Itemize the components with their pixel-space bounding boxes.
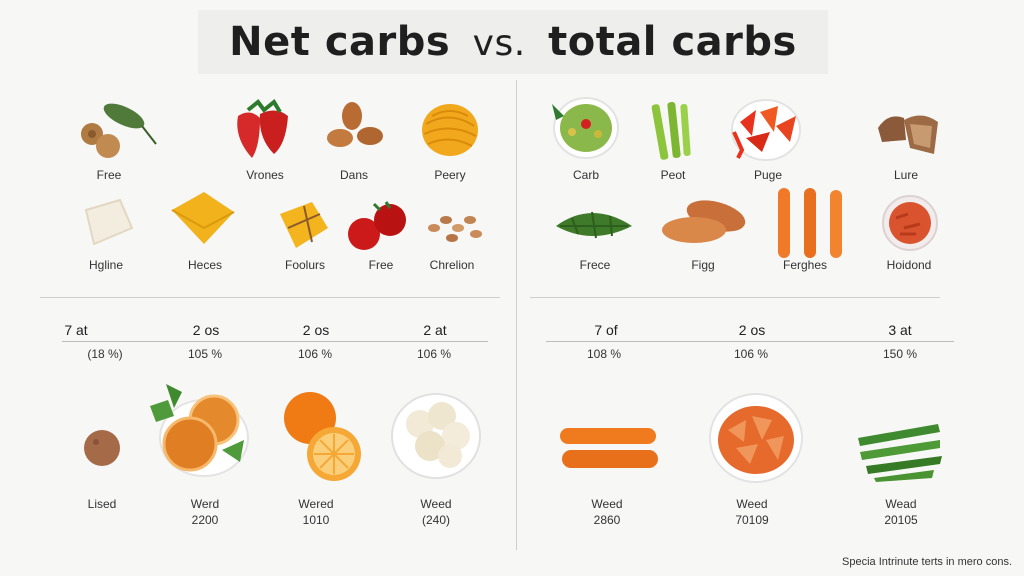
left-row1-label-4: Peery [434, 168, 466, 182]
right-percent-3: 150 % [882, 347, 918, 361]
nuts-mix-icon [428, 216, 482, 242]
left-section-divider [40, 297, 500, 298]
left-stat-3: 2 os [302, 322, 330, 338]
right-percent-2: 106 % [733, 347, 769, 361]
left-row2-label-4: Free [368, 258, 394, 272]
cheese-icon [171, 192, 235, 244]
left-row2-label-5: Chrelion [429, 258, 475, 272]
right-bottom-value-3: 20105 [884, 513, 918, 527]
right-row1-label-4: Lure [893, 168, 919, 182]
almonds-icon [327, 102, 383, 147]
left-bottom-label-2: Werd [190, 497, 220, 511]
right-row1-label-2: Peot [660, 168, 686, 182]
right-row2-label-2: Figg [691, 258, 715, 272]
peach-bowl-icon [709, 393, 803, 483]
green-beans-icon [858, 424, 942, 482]
right-stat-2: 2 os [738, 322, 766, 338]
left-stat-2: 2 os [192, 322, 220, 338]
right-row1-label-1: Carb [572, 168, 600, 182]
left-stats-underline [62, 341, 488, 342]
left-percent-4: 106 % [416, 347, 452, 361]
left-stat-4: 2 at [423, 322, 447, 338]
page-title: Net carbs vs. total carbs [229, 19, 797, 65]
orange-icon [284, 392, 361, 481]
noodles-icon [422, 104, 478, 156]
left-row1-label-3: Dans [339, 168, 369, 182]
cream-cheese-icon [84, 198, 134, 246]
tied-package-icon [280, 202, 328, 248]
left-percent-2: 105 % [187, 347, 223, 361]
left-percent-3: 106 % [297, 347, 333, 361]
left-bottom-value-3: 1010 [302, 513, 330, 527]
right-bottom-value-1: 2860 [593, 513, 621, 527]
salad-bowl-icon [552, 97, 619, 159]
right-row2-label-1: Frece [579, 258, 611, 272]
right-section-divider [530, 297, 940, 298]
tomatoes-icon [348, 201, 406, 250]
left-bottom-value-4: (240) [421, 513, 451, 527]
right-row2-label-4: Hoidond [886, 258, 932, 272]
right-percent-1: 108 % [586, 347, 622, 361]
peppers-bowl-icon [731, 99, 801, 161]
carrot-sticks-icon [778, 188, 842, 258]
walnut-cucumber-icon [81, 103, 157, 158]
right-stats-underline [546, 341, 954, 342]
sweet-potato-icon [662, 200, 746, 243]
left-row1-label-1: Free [96, 168, 122, 182]
right-row1-label-3: Puge [753, 168, 783, 182]
strawberry-icon [237, 99, 288, 158]
herbs-icon [556, 211, 632, 239]
left-stat-1: 7 at [64, 322, 88, 338]
left-bottom-label-3: Wered [298, 497, 334, 511]
right-row2-label-3: Ferghes [782, 258, 828, 272]
cauliflower-bowl-icon [391, 393, 481, 479]
coconut-icon [84, 430, 120, 466]
left-percent-1: (18 %) [87, 347, 123, 361]
left-bottom-label-4: Weed [420, 497, 452, 511]
footnote: Specia Intrinute terts in mero cons. [842, 556, 1012, 568]
tomato-jar-icon [882, 195, 938, 251]
bread-icon [878, 115, 938, 154]
celery-icon [651, 102, 691, 160]
right-stat-3: 3 at [888, 322, 912, 338]
right-bottom-value-2: 70109 [735, 513, 769, 527]
left-bottom-label-1: Lised [87, 497, 117, 511]
center-divider [516, 80, 517, 550]
right-bottom-label-1: Weed [591, 497, 623, 511]
orange-slices-bowl-icon [150, 384, 249, 477]
left-row2-label-1: Hgline [88, 258, 124, 272]
right-stat-1: 7 of [594, 322, 618, 338]
left-row2-label-3: Foolurs [284, 258, 326, 272]
right-bottom-label-3: Wead [885, 497, 917, 511]
left-row2-label-2: Heces [187, 258, 223, 272]
left-bottom-value-2: 2200 [191, 513, 219, 527]
left-row1-label-2: Vrones [246, 168, 284, 182]
right-bottom-label-2: Weed [736, 497, 768, 511]
carrots-icon [560, 428, 658, 468]
title-banner: Net carbs vs. total carbs [198, 10, 828, 74]
